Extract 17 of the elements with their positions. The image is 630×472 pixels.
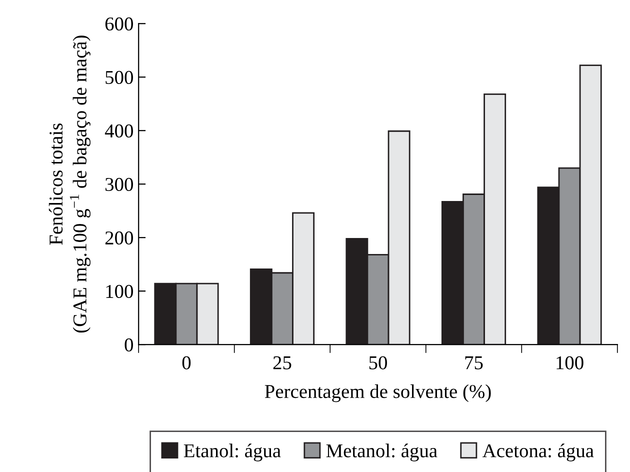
x-tick-label: 100 (556, 356, 584, 370)
y-tick-label: 600 (105, 17, 133, 31)
y-tick-label: 300 (106, 178, 133, 192)
y-tick-label: 400 (104, 124, 133, 138)
x-tick-label: 25 (273, 356, 292, 370)
x-tick-label: 50 (369, 356, 387, 370)
legend-label: Etanol: água (184, 444, 281, 462)
x-tick-label: 0 (182, 356, 191, 370)
y-axis-title: Fenólicos totais (GAE mg.100 g$^{−1}$ de bagaço de maçã) (48, 36, 91, 333)
legend-label: Acetona: água (482, 444, 594, 462)
x-tick-label: 75 (465, 356, 483, 370)
y-tick-label: 200 (105, 231, 133, 245)
legend-label: Metanol: água (326, 444, 438, 462)
y-tick-label: 100 (106, 284, 133, 298)
y-tick-label: 500 (106, 70, 133, 84)
y-tick-label: 0 (124, 338, 133, 352)
x-axis-title: Percentagem de solvente (%) (264, 384, 491, 402)
